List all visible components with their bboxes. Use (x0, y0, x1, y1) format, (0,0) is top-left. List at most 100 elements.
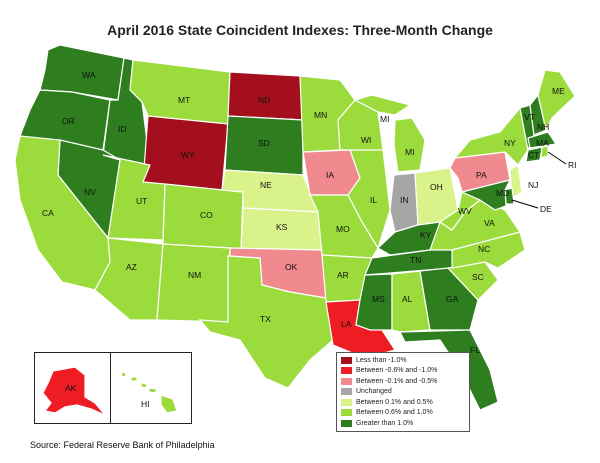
label-GA: GA (446, 294, 459, 304)
label-MT: MT (178, 95, 190, 105)
state-RI[interactable] (540, 145, 549, 159)
legend-label: Between 0.6% and 1.0% (356, 409, 433, 417)
state-HI-island-1[interactable] (120, 371, 127, 378)
state-HI-island-3[interactable] (140, 382, 148, 389)
label-AZ: AZ (126, 262, 137, 272)
map-title: April 2016 State Coincident Indexes: Thr… (107, 22, 493, 38)
label-AR: AR (337, 270, 349, 280)
label-AK: AK (65, 383, 77, 393)
label-MI-lower: MI (405, 147, 414, 157)
legend-item: Between 0.1% and 0.5% (341, 397, 465, 408)
legend-swatch (341, 356, 352, 364)
legend-swatch (341, 367, 352, 375)
label-WV: WV (458, 206, 472, 216)
label-MN: MN (314, 110, 327, 120)
alaska-inset: AK (34, 352, 112, 424)
label-TN: TN (410, 255, 421, 265)
label-VT: VT (524, 112, 535, 122)
label-RI: RI (568, 160, 577, 170)
legend-item: Less than -1.0% (341, 355, 465, 366)
label-NY: NY (504, 138, 516, 148)
label-MO: MO (336, 224, 350, 234)
state-FL[interactable] (399, 329, 499, 411)
legend-swatch (341, 419, 352, 427)
label-ID: ID (118, 124, 127, 134)
state-CT[interactable] (525, 146, 543, 163)
label-MI: MI (380, 114, 389, 124)
label-TX: TX (260, 314, 271, 324)
legend: Less than -1.0% Between -0.6% and -1.0% Be… (336, 352, 470, 432)
hawaii-inset: HI (110, 352, 192, 424)
state-IL[interactable] (347, 149, 391, 250)
legend-item: Between -0.1% and -0.5% (341, 376, 465, 387)
state-AK[interactable] (42, 366, 106, 416)
legend-label: Between 0.1% and 0.5% (356, 398, 433, 406)
label-KS: KS (276, 222, 288, 232)
label-LA: LA (341, 319, 352, 329)
legend-item: Unchanged (341, 387, 465, 398)
de-leader-line (511, 199, 539, 209)
label-VA: VA (484, 218, 495, 228)
state-MT[interactable] (129, 59, 231, 125)
legend-item: Greater than 1.0% (341, 418, 465, 429)
label-NV: NV (84, 187, 96, 197)
state-GA[interactable] (419, 267, 479, 331)
label-IN: IN (400, 195, 409, 205)
label-NH: NH (537, 122, 549, 132)
label-SC: SC (472, 272, 484, 282)
legend-label: Between -0.1% and -0.5% (356, 377, 438, 385)
label-OR: OR (62, 116, 75, 126)
state-MD[interactable] (460, 179, 512, 211)
ri-leader-line (547, 151, 567, 165)
label-NJ: NJ (528, 180, 538, 190)
state-HI-island-4[interactable] (148, 387, 158, 394)
label-WA: WA (82, 70, 96, 80)
legend-swatch (341, 398, 352, 406)
legend-label: Unchanged (356, 388, 392, 396)
source-note: Source: Federal Reserve Bank of Philadel… (30, 440, 215, 450)
label-MS: MS (372, 294, 385, 304)
state-ME[interactable] (537, 69, 576, 132)
label-IL: IL (370, 195, 377, 205)
state-NM[interactable] (156, 243, 231, 323)
state-MI2[interactable] (393, 117, 426, 173)
label-KY: KY (420, 230, 432, 240)
legend-item: Between -0.6% and -1.0% (341, 366, 465, 377)
legend-label: Less than -1.0% (356, 356, 407, 364)
label-ME: ME (552, 86, 565, 96)
label-OK: OK (285, 262, 298, 272)
label-WY: WY (181, 150, 195, 160)
label-WI: WI (361, 135, 371, 145)
label-FL: FL (470, 345, 480, 355)
label-PA: PA (476, 170, 487, 180)
legend-swatch (341, 388, 352, 396)
label-MA: MA (536, 138, 549, 148)
legend-label: Greater than 1.0% (356, 419, 414, 427)
state-WA[interactable] (39, 44, 125, 101)
legend-swatch (341, 409, 352, 417)
legend-swatch (341, 377, 352, 385)
label-NE: NE (260, 180, 272, 190)
legend-label: Between -0.6% and -1.0% (356, 367, 438, 375)
label-MD: MD (496, 188, 509, 198)
label-ND: ND (258, 95, 270, 105)
state-HI-island-5[interactable] (160, 394, 178, 414)
state-HI-island-2[interactable] (130, 376, 138, 382)
label-CO: CO (200, 210, 213, 220)
state-MI[interactable] (353, 94, 412, 116)
label-UT: UT (136, 196, 147, 206)
legend-item: Between 0.6% and 1.0% (341, 408, 465, 419)
label-AL: AL (402, 294, 413, 304)
label-CA: CA (42, 208, 54, 218)
label-IA: IA (326, 170, 334, 180)
state-TX[interactable] (198, 255, 334, 389)
label-DE: DE (540, 204, 552, 214)
label-NM: NM (188, 270, 201, 280)
label-OH: OH (430, 182, 443, 192)
label-HI: HI (141, 399, 150, 409)
label-CT: CT (528, 150, 539, 160)
label-NC: NC (478, 244, 490, 254)
label-SD: SD (258, 138, 270, 148)
state-MA[interactable] (527, 131, 558, 149)
